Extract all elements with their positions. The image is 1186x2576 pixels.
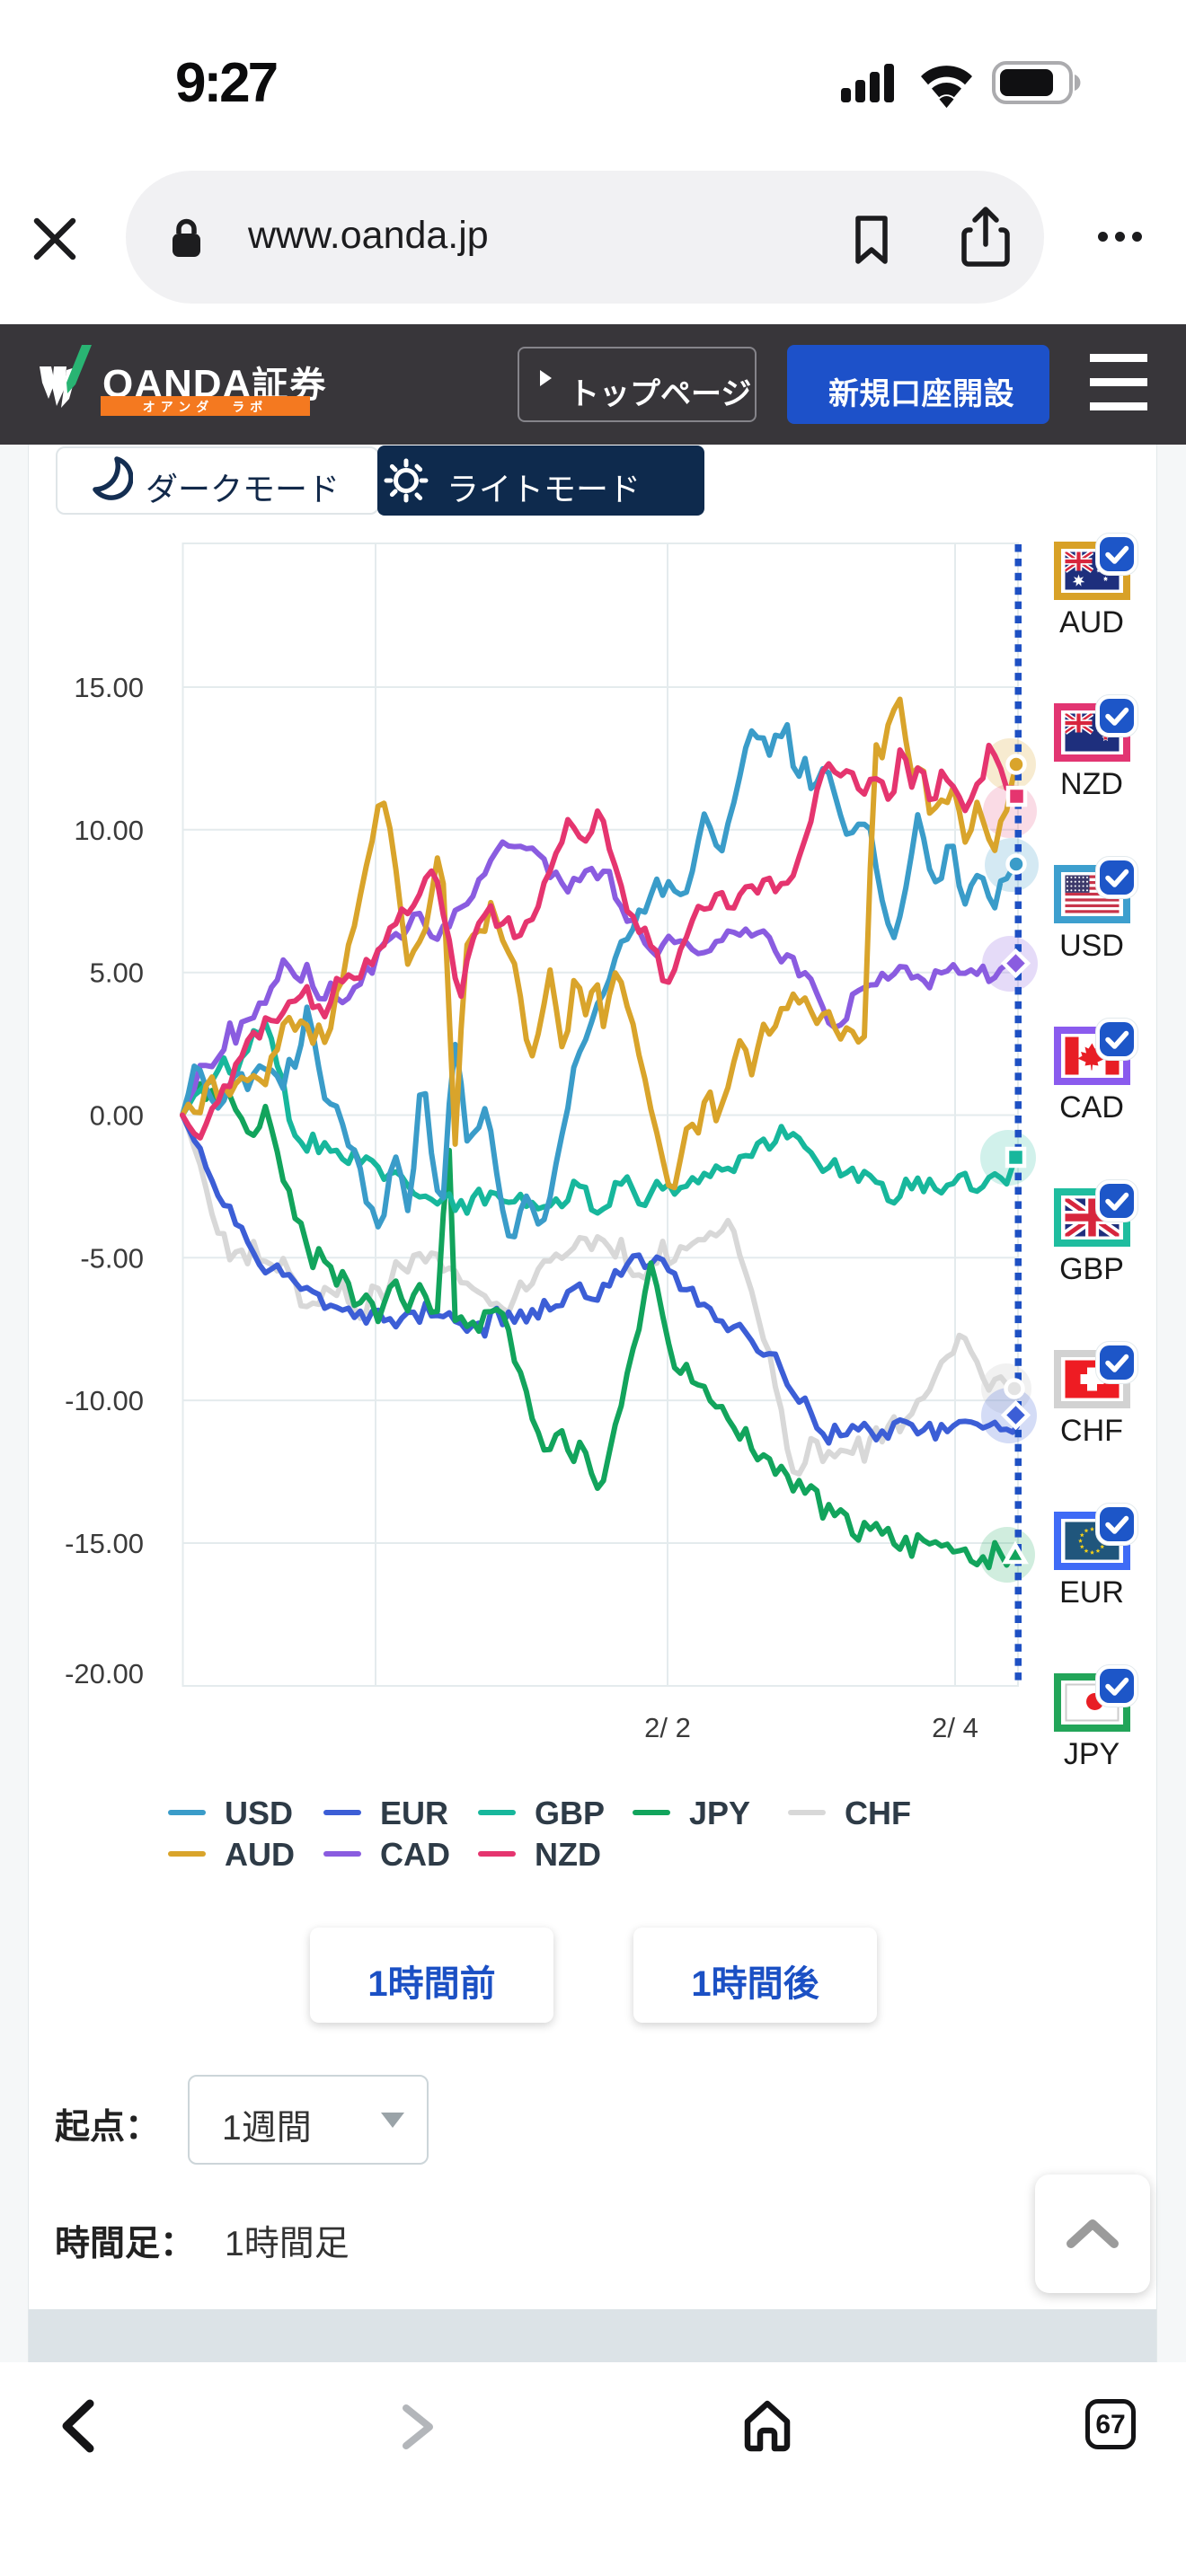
svg-text:-10.00: -10.00 (65, 1385, 144, 1416)
svg-text:-5.00: -5.00 (80, 1242, 144, 1274)
svg-text:5.00: 5.00 (90, 957, 144, 989)
svg-text:-20.00: -20.00 (65, 1658, 144, 1689)
svg-text:15.00: 15.00 (74, 672, 144, 703)
svg-text:10.00: 10.00 (74, 815, 144, 846)
svg-text:2/ 2: 2/ 2 (644, 1712, 691, 1743)
svg-text:0.00: 0.00 (90, 1100, 144, 1132)
svg-text:-15.00: -15.00 (65, 1528, 144, 1559)
svg-text:2/ 4: 2/ 4 (932, 1712, 978, 1743)
